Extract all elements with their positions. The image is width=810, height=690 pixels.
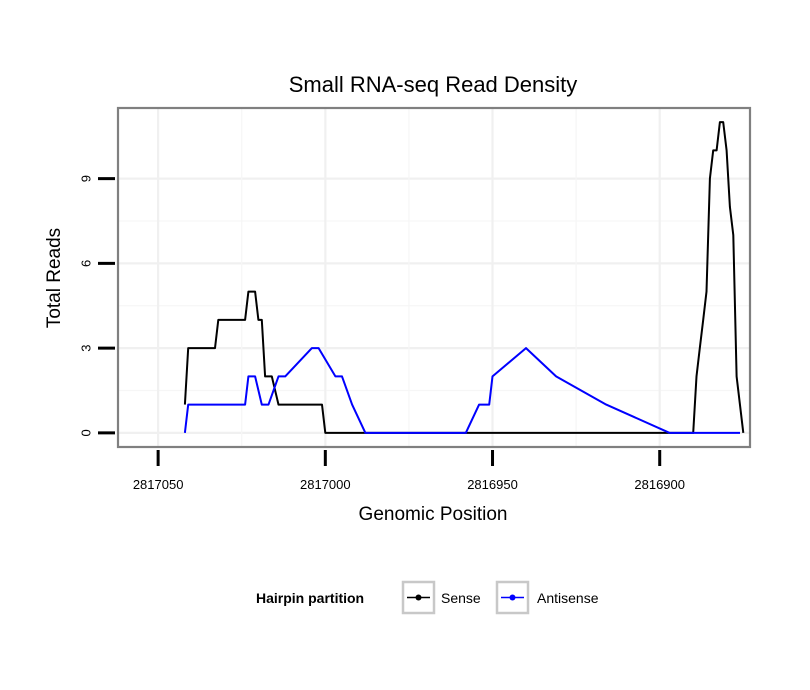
legend-dot-antisense	[509, 594, 516, 601]
chart-title: Small RNA-seq Read Density	[289, 72, 578, 97]
legend-dot-sense	[415, 594, 422, 601]
y-tick-label: 3	[79, 345, 94, 352]
series-line-sense	[183, 121, 745, 434]
y-axis-title: Total Reads	[44, 228, 65, 328]
legend-item-sense: Sense	[401, 580, 481, 615]
y-tick-label: 6	[79, 260, 94, 267]
x-tick-label: 2816950	[467, 477, 518, 492]
series-lines	[183, 121, 745, 434]
y-tick-label: 0	[79, 429, 94, 436]
x-tick-label: 2816900	[634, 477, 685, 492]
legend-label-antisense: Antisense	[537, 590, 599, 606]
grid	[118, 108, 750, 447]
x-tick-label: 2817000	[300, 477, 351, 492]
series-line-antisense	[183, 347, 740, 434]
x-tick-label: 2817050	[133, 477, 184, 492]
x-axis: 2817050 2817000 2816950 2816900	[133, 450, 685, 492]
legend-title: Hairpin partition	[256, 590, 364, 606]
y-axis: 0 3 6 9	[79, 175, 115, 436]
plot-border	[116, 106, 752, 449]
legend: Hairpin partition Sense Antisense	[256, 580, 599, 615]
y-tick-label: 9	[79, 175, 94, 182]
x-axis-title: Genomic Position	[359, 504, 508, 525]
legend-item-antisense: Antisense	[495, 580, 599, 615]
legend-label-sense: Sense	[441, 590, 481, 606]
